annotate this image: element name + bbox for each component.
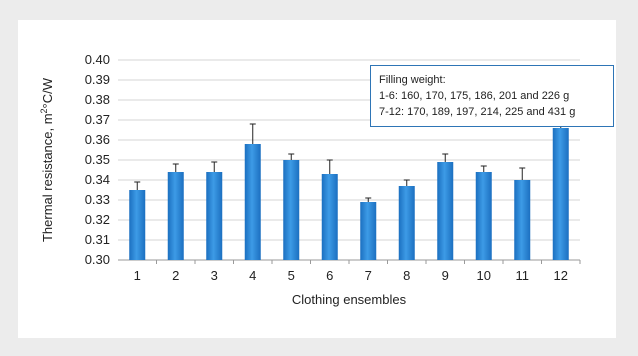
y-tick-label: 0.32	[85, 212, 110, 227]
x-tick-label: 4	[249, 268, 256, 283]
bar	[167, 172, 184, 260]
x-tick-label: 5	[288, 268, 295, 283]
bar	[129, 190, 146, 260]
y-tick-label: 0.36	[85, 132, 110, 147]
note-title: Filling weight:	[379, 74, 446, 86]
y-tick-label: 0.38	[85, 92, 110, 107]
bar	[206, 172, 223, 260]
x-tick-label: 3	[211, 268, 218, 283]
y-tick-label: 0.34	[85, 172, 110, 187]
y-tick-label: 0.31	[85, 232, 110, 247]
x-tick-label: 10	[477, 268, 491, 283]
note-line-2: 7-12: 170, 189, 197, 214, 225 and 431 g	[379, 106, 576, 118]
bar	[244, 144, 261, 260]
bar	[552, 128, 569, 260]
x-tick-label: 11	[516, 268, 530, 283]
x-tick-label: 6	[326, 268, 333, 283]
x-axis-title: Clothing ensembles	[292, 292, 407, 307]
x-tick-label: 7	[365, 268, 372, 283]
y-tick-label: 0.40	[85, 52, 110, 67]
bar	[437, 162, 454, 260]
y-tick-label: 0.39	[85, 72, 110, 87]
y-tick-label: 0.30	[85, 252, 110, 267]
filling-weight-note: Filling weight: 1-6: 160, 170, 175, 186,…	[370, 65, 614, 127]
bar	[398, 186, 415, 260]
chart-card: 0.30 0.31 0.32 0.33 0.34 0.35 0.36 0.37 0.38 0.39…	[18, 20, 616, 338]
x-tick-label: 8	[403, 268, 410, 283]
bar	[321, 174, 338, 260]
x-tick-label: 1	[134, 268, 141, 283]
y-axis-title-unit: °C/W	[40, 77, 55, 108]
y-tick-labels: 0.30 0.31 0.32 0.33 0.34 0.35 0.36 0.37 0.38 0.39…	[85, 52, 110, 267]
x-tick-label: 2	[172, 268, 179, 283]
x-tick-label: 12	[554, 268, 568, 283]
bar	[475, 172, 492, 260]
y-tick-label: 0.35	[85, 152, 110, 167]
bars	[129, 117, 569, 260]
bar	[360, 202, 377, 260]
bar-chart: 0.30 0.31 0.32 0.33 0.34 0.35 0.36 0.37 0.38 0.39…	[39, 52, 581, 307]
x-tick-label: 9	[442, 268, 449, 283]
note-line-1: 1-6: 160, 170, 175, 186, 201 and 226 g	[379, 90, 570, 102]
y-axis-title: Thermal resistance, m2°C/W	[39, 77, 55, 242]
y-axis-title-superscript: 2	[39, 108, 49, 113]
bar	[514, 180, 531, 260]
x-tick-labels: 1 2 3 4 5 6 7 8 9 10 11 12	[134, 260, 581, 283]
bar	[283, 160, 300, 260]
y-axis-title-main: Thermal resistance, m	[40, 113, 55, 242]
y-tick-label: 0.33	[85, 192, 110, 207]
y-tick-label: 0.37	[85, 112, 110, 127]
